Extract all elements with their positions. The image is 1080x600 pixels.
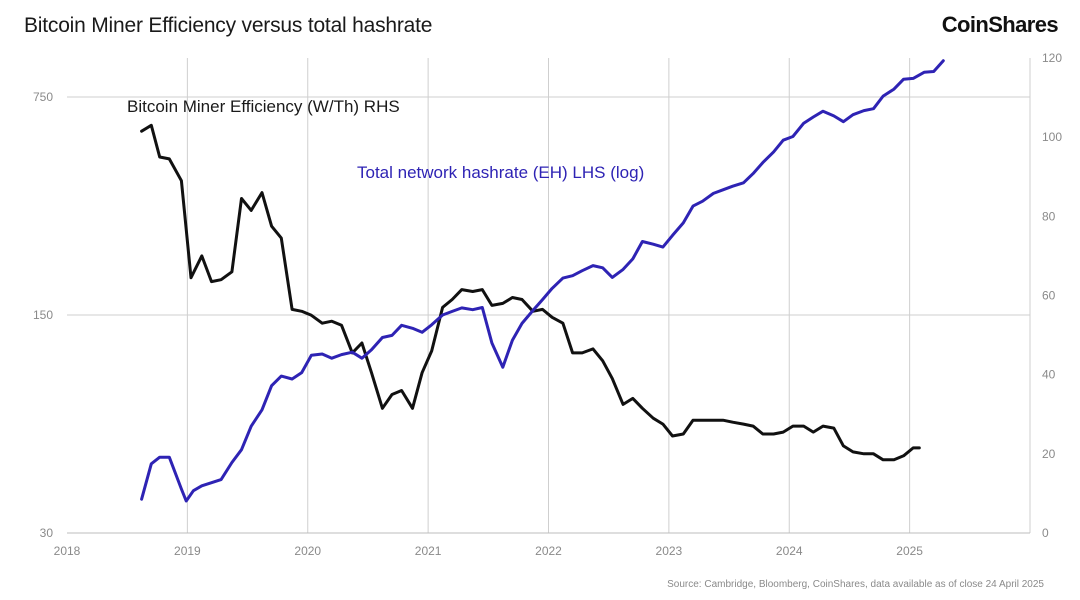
right-tick-label-80: 80 [1042,209,1056,223]
coinshares-logo: CoinShares [941,12,1059,37]
left-tick-label-30: 30 [40,526,54,540]
right-tick-label-40: 40 [1042,368,1056,382]
left-tick-label-150: 150 [33,308,53,322]
miner-efficiency-label: Bitcoin Miner Efficiency (W/Th) RHS [127,97,400,116]
left-tick-label-750: 750 [33,90,53,104]
source-note: Source: Cambridge, Bloomberg, CoinShares… [667,579,1044,590]
right-tick-label-60: 60 [1042,289,1056,303]
axes: 2018 2019 2020 2021 2022 2023 2024 2025 30 150 750… [33,51,1062,558]
right-tick-label-120: 120 [1042,51,1062,65]
series-layer [140,59,945,503]
right-tick-label-20: 20 [1042,447,1056,461]
grid-layer [67,58,1031,533]
x-tick-label-2021: 2021 [415,544,442,558]
x-tick-label-2022: 2022 [535,544,562,558]
x-tick-label-2020: 2020 [294,544,321,558]
chart-title: Bitcoin Miner Efficiency versus total ha… [24,14,433,37]
x-tick-label-2024: 2024 [776,544,803,558]
x-tick-label-2019: 2019 [174,544,201,558]
x-tick-label-2018: 2018 [54,544,81,558]
hashrate-line [140,59,945,503]
x-tick-label-2023: 2023 [656,544,683,558]
annotations: Bitcoin Miner Efficiency (W/Th) RHS Total… [127,97,644,182]
x-tick-label-2025: 2025 [896,544,923,558]
right-tick-label-100: 100 [1042,130,1062,144]
hashrate-label: Total network hashrate (EH) LHS (log) [357,163,644,182]
right-tick-label-0: 0 [1042,526,1049,540]
